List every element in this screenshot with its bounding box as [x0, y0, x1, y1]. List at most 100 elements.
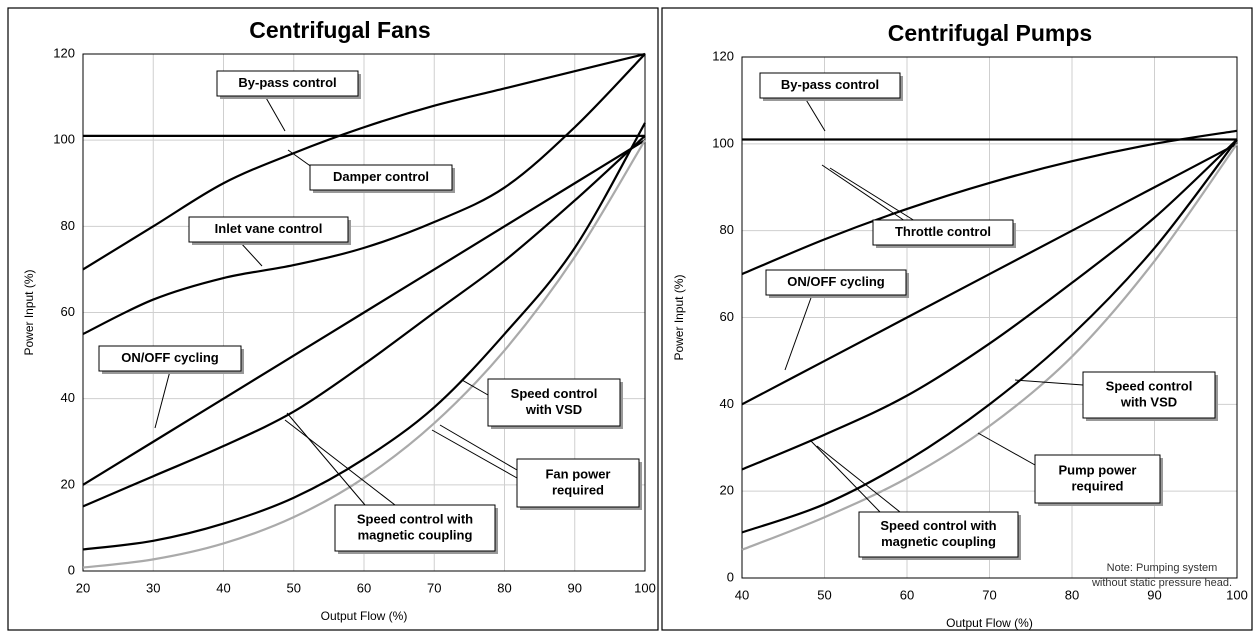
callout-text: Speed control: [1106, 378, 1193, 393]
y-tick-label: 80: [61, 218, 75, 233]
y-tick-label: 40: [61, 390, 75, 405]
x-tick-label: 20: [76, 580, 90, 595]
x-tick-label: 90: [1147, 587, 1161, 602]
series-line: [82, 122, 646, 551]
callout-text: Speed control with: [357, 511, 473, 526]
leader-line: [286, 412, 366, 506]
panel-frame: [7, 7, 659, 631]
leader-line: [461, 379, 489, 396]
y-axis-label: Power Input (%): [672, 274, 686, 360]
callout-text: By-pass control: [781, 77, 879, 92]
callout-text: required: [552, 482, 604, 497]
callout-text: magnetic coupling: [881, 534, 996, 549]
callout-text: Speed control with: [880, 518, 996, 533]
callout-text: By-pass control: [238, 75, 336, 90]
callout-text: Throttle control: [895, 224, 991, 239]
callout-text: Inlet vane control: [215, 221, 323, 236]
callout-text: Speed control: [511, 386, 598, 401]
y-axis-label: Power Input (%): [22, 269, 36, 355]
x-tick-label: 90: [568, 580, 582, 595]
y-tick-label: 80: [720, 222, 734, 237]
leader-line: [977, 432, 1036, 466]
callout-box: [334, 504, 496, 552]
callout-box: [309, 164, 453, 191]
callout-text: ON/OFF cycling: [787, 274, 885, 289]
leader-line: [154, 370, 171, 429]
y-tick-label: 60: [61, 304, 75, 319]
callout-box: [216, 70, 359, 97]
callout-box: [872, 219, 1014, 246]
x-tick-label: 80: [497, 580, 511, 595]
y-tick-label: 100: [712, 135, 734, 150]
callout-text: required: [1071, 478, 1123, 493]
series-line: [741, 129, 1238, 276]
x-tick-label: 100: [1226, 587, 1248, 602]
x-axis-label: Output Flow (%): [946, 616, 1033, 630]
series-line: [82, 139, 646, 569]
x-tick-label: 50: [287, 580, 301, 595]
leader-line: [821, 164, 906, 222]
x-tick-label: 40: [216, 580, 230, 595]
leader-line: [1014, 379, 1084, 386]
leader-line: [804, 97, 826, 132]
x-axis-label: Output Flow (%): [321, 609, 408, 623]
y-tick-label: 60: [720, 309, 734, 324]
callout-text: magnetic coupling: [358, 527, 473, 542]
callout-box: [487, 378, 621, 427]
series-line: [82, 135, 646, 508]
callout-box: [1034, 454, 1161, 504]
panel-frame: [661, 7, 1253, 631]
leader-line: [784, 294, 813, 371]
callout-box: [1082, 371, 1216, 419]
callout-box: [98, 345, 242, 372]
y-tick-label: 20: [720, 483, 734, 498]
x-tick-label: 100: [634, 580, 656, 595]
leader-line: [809, 439, 881, 513]
x-tick-label: 50: [817, 587, 831, 602]
series-line: [82, 139, 646, 486]
note-text: without static pressure head.: [1091, 577, 1232, 589]
x-tick-label: 30: [146, 580, 160, 595]
x-tick-label: 40: [735, 587, 749, 602]
callout-text: with VSD: [525, 402, 582, 417]
note-text: Note: Pumping system: [1107, 562, 1218, 574]
callout-box: [858, 511, 1019, 558]
leader-line: [431, 429, 518, 479]
y-tick-label: 40: [720, 396, 734, 411]
plot-area: [741, 56, 1238, 579]
callout-box: [188, 216, 349, 243]
y-tick-label: 0: [727, 569, 734, 584]
leader-line: [816, 445, 901, 513]
x-tick-label: 60: [357, 580, 371, 595]
callout-text: with VSD: [1120, 394, 1177, 409]
x-tick-label: 60: [900, 587, 914, 602]
y-tick-label: 120: [53, 45, 75, 60]
y-tick-label: 20: [61, 476, 75, 491]
x-tick-label: 70: [982, 587, 996, 602]
y-tick-label: 120: [712, 48, 734, 63]
leader-line: [829, 167, 916, 222]
series-line: [82, 53, 646, 336]
series-line: [741, 138, 1238, 534]
series-line: [741, 143, 1238, 551]
callout-text: Pump power: [1058, 462, 1136, 477]
x-tick-label: 70: [427, 580, 441, 595]
callout-text: Fan power: [545, 466, 610, 481]
series-line: [741, 138, 1238, 471]
leader-line: [439, 424, 518, 471]
leader-line: [239, 241, 263, 267]
series-line: [741, 142, 1238, 406]
callout-text: Damper control: [333, 169, 429, 184]
chart-title: Centrifugal Pumps: [888, 20, 1092, 46]
callout-box: [765, 269, 907, 296]
chart-title: Centrifugal Fans: [249, 17, 430, 43]
callout-text: ON/OFF cycling: [121, 350, 219, 365]
x-tick-label: 80: [1065, 587, 1079, 602]
callout-box: [516, 458, 640, 508]
y-tick-label: 100: [53, 132, 75, 147]
callout-box: [759, 72, 901, 99]
leader-line: [264, 95, 286, 132]
leader-line: [284, 419, 396, 506]
plot-area: [82, 53, 646, 572]
